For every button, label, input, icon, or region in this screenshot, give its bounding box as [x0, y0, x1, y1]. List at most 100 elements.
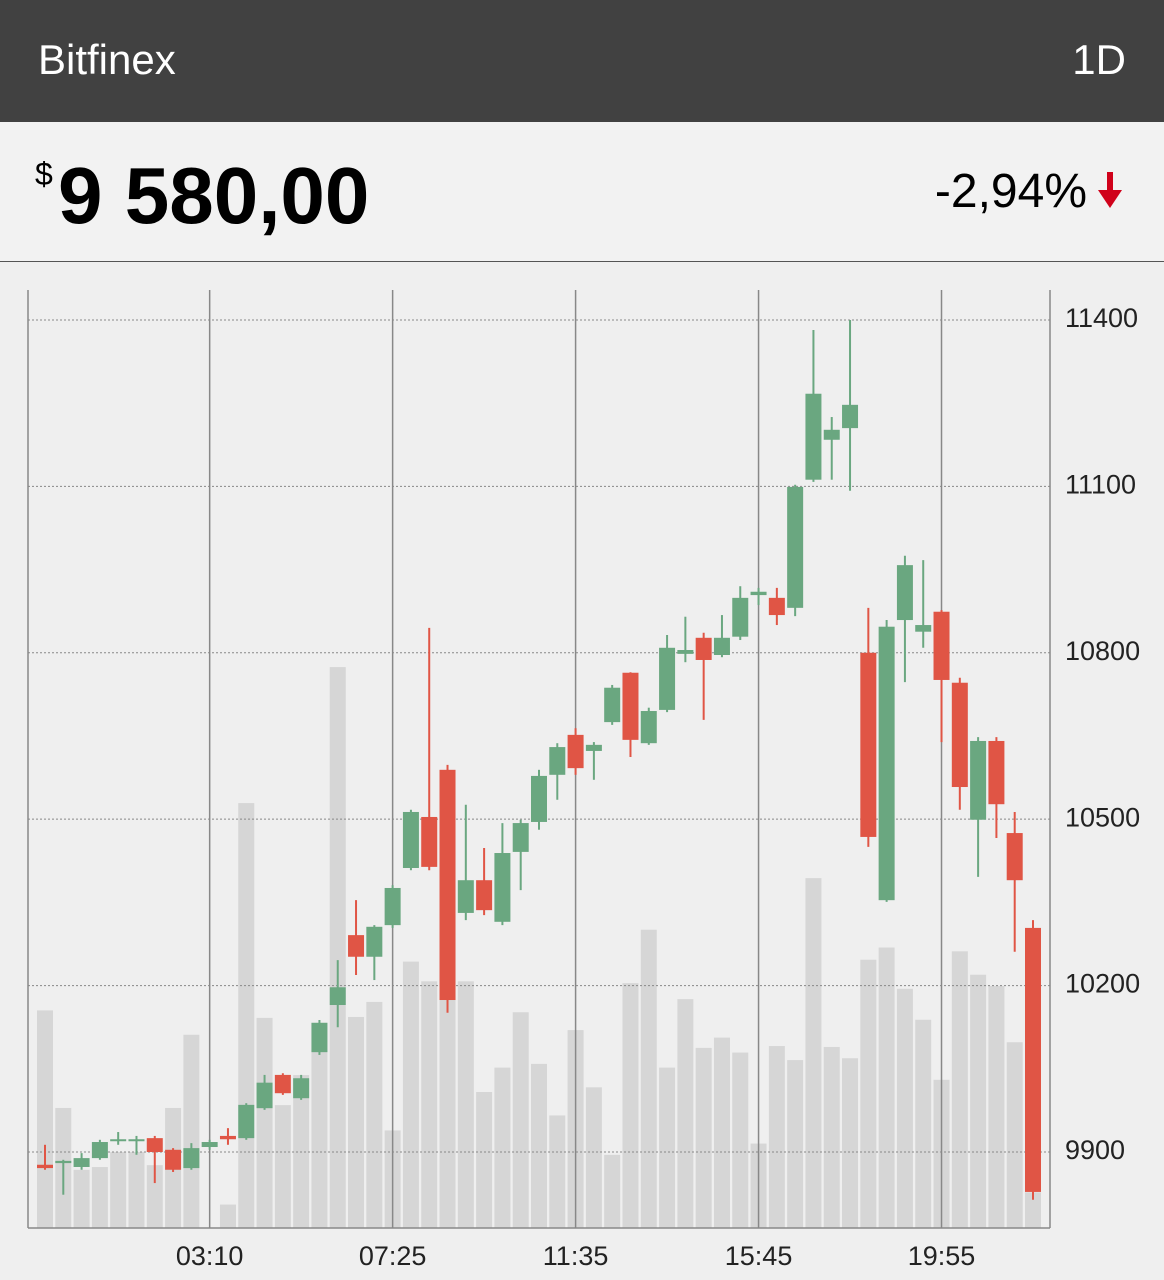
- volume-bar: [1006, 1042, 1023, 1228]
- price-value: 9 580,00: [58, 151, 370, 240]
- x-tick-label: 03:10: [176, 1241, 244, 1271]
- candle-body: [219, 1135, 236, 1140]
- volume-bar: [1025, 1192, 1041, 1228]
- candle-body: [787, 486, 804, 608]
- candle-body: [421, 816, 438, 867]
- candle-body: [768, 597, 785, 616]
- candle-body: [110, 1139, 127, 1142]
- chart: 9900 10200 10500 10800 11100 11400 03:10 07:25 1…: [27, 290, 1140, 1271]
- candle-body: [713, 637, 730, 655]
- volume-bar: [988, 985, 1005, 1228]
- volume-bar: [531, 1063, 547, 1228]
- volume-bar: [311, 1049, 328, 1228]
- candle-body: [585, 744, 602, 751]
- volume-bar: [768, 1046, 785, 1228]
- volume-bar: [695, 1047, 712, 1228]
- volume-bar: [713, 1037, 730, 1228]
- candle-body: [695, 637, 712, 660]
- candle-body: [256, 1082, 273, 1109]
- candle-body: [860, 652, 877, 837]
- candle-body: [659, 647, 676, 710]
- volume-bar: [878, 947, 895, 1228]
- y-tick-label: 10200: [1065, 969, 1140, 999]
- volume-bar: [128, 1152, 145, 1228]
- candle-body: [896, 565, 913, 621]
- volume-bar: [238, 803, 255, 1228]
- candle-body: [73, 1158, 90, 1167]
- interval[interactable]: 1D: [1072, 36, 1126, 83]
- volume-bar: [585, 1087, 602, 1228]
- exchange-name: Bitfinex: [38, 36, 176, 83]
- candle-body: [55, 1160, 72, 1164]
- volume-bar: [805, 878, 822, 1228]
- candle-body: [402, 811, 419, 868]
- x-tick-label: 15:45: [725, 1241, 793, 1271]
- volume-bar: [146, 1165, 163, 1228]
- y-tick-label: 10500: [1065, 802, 1140, 832]
- candle-body: [494, 853, 511, 922]
- candle-body: [531, 775, 547, 822]
- volume-bar: [366, 1001, 383, 1228]
- candle-body: [348, 935, 365, 957]
- candle-body: [970, 740, 987, 820]
- candle-body: [146, 1138, 163, 1153]
- y-tick-label: 11100: [1065, 469, 1136, 499]
- volume-bar: [348, 1016, 365, 1228]
- candle-body: [274, 1074, 291, 1094]
- candle-body: [750, 591, 767, 596]
- volume-bar: [256, 1017, 273, 1228]
- candle-body: [604, 687, 621, 723]
- candle-body: [366, 926, 383, 957]
- candle-body: [805, 393, 822, 480]
- candle-body: [128, 1139, 145, 1142]
- candle-body: [512, 823, 529, 852]
- volume-bar: [91, 1167, 108, 1228]
- volume-bar: [604, 1154, 621, 1228]
- volume-bar: [439, 995, 456, 1228]
- volume-bar: [73, 1169, 90, 1228]
- volume-bar: [970, 974, 987, 1228]
- y-tick-label: 10800: [1065, 636, 1140, 666]
- price-bar: $ 9 580,00 -2,94%: [0, 122, 1164, 262]
- volume-bar: [787, 1060, 804, 1228]
- candle-body: [842, 404, 859, 429]
- candle-body: [183, 1148, 200, 1169]
- candle-body: [622, 672, 639, 740]
- volume-bar: [842, 1058, 859, 1228]
- candle-body: [988, 740, 1005, 805]
- volume-bar: [896, 988, 913, 1228]
- x-tick-label: 11:35: [543, 1241, 609, 1271]
- price-change: -2,94%: [934, 165, 1087, 218]
- candle-body: [1025, 927, 1041, 1192]
- candle-body: [549, 747, 566, 775]
- volume-bar: [549, 1115, 566, 1228]
- candle-body: [915, 625, 932, 632]
- volume-bar: [219, 1204, 236, 1228]
- candle-body: [91, 1142, 108, 1159]
- volume-bar: [421, 981, 438, 1228]
- candle-body: [823, 429, 840, 440]
- candle-body: [878, 626, 895, 901]
- volume-bar: [951, 951, 968, 1228]
- candle-body: [640, 711, 657, 744]
- volume-bar: [494, 1067, 511, 1228]
- y-tick-label: 11400: [1065, 303, 1138, 333]
- down-arrow: [1098, 172, 1122, 208]
- volume-bar: [476, 1091, 493, 1228]
- x-tick-label: 07:25: [359, 1241, 427, 1271]
- candle-body: [933, 611, 950, 680]
- candle-body: [384, 887, 401, 926]
- volume-bar: [622, 983, 639, 1228]
- candle-body: [951, 682, 968, 788]
- volume-bar: [860, 959, 877, 1228]
- x-tick-label: 19:55: [908, 1241, 976, 1271]
- candle-body: [567, 734, 584, 769]
- candle-body: [293, 1078, 310, 1099]
- candle-body: [439, 769, 456, 1001]
- candle-body: [457, 880, 474, 913]
- y-tick-label: 9900: [1065, 1135, 1125, 1165]
- volume-bar: [640, 929, 657, 1228]
- volume-bar: [512, 1012, 529, 1228]
- candle-body: [311, 1022, 328, 1053]
